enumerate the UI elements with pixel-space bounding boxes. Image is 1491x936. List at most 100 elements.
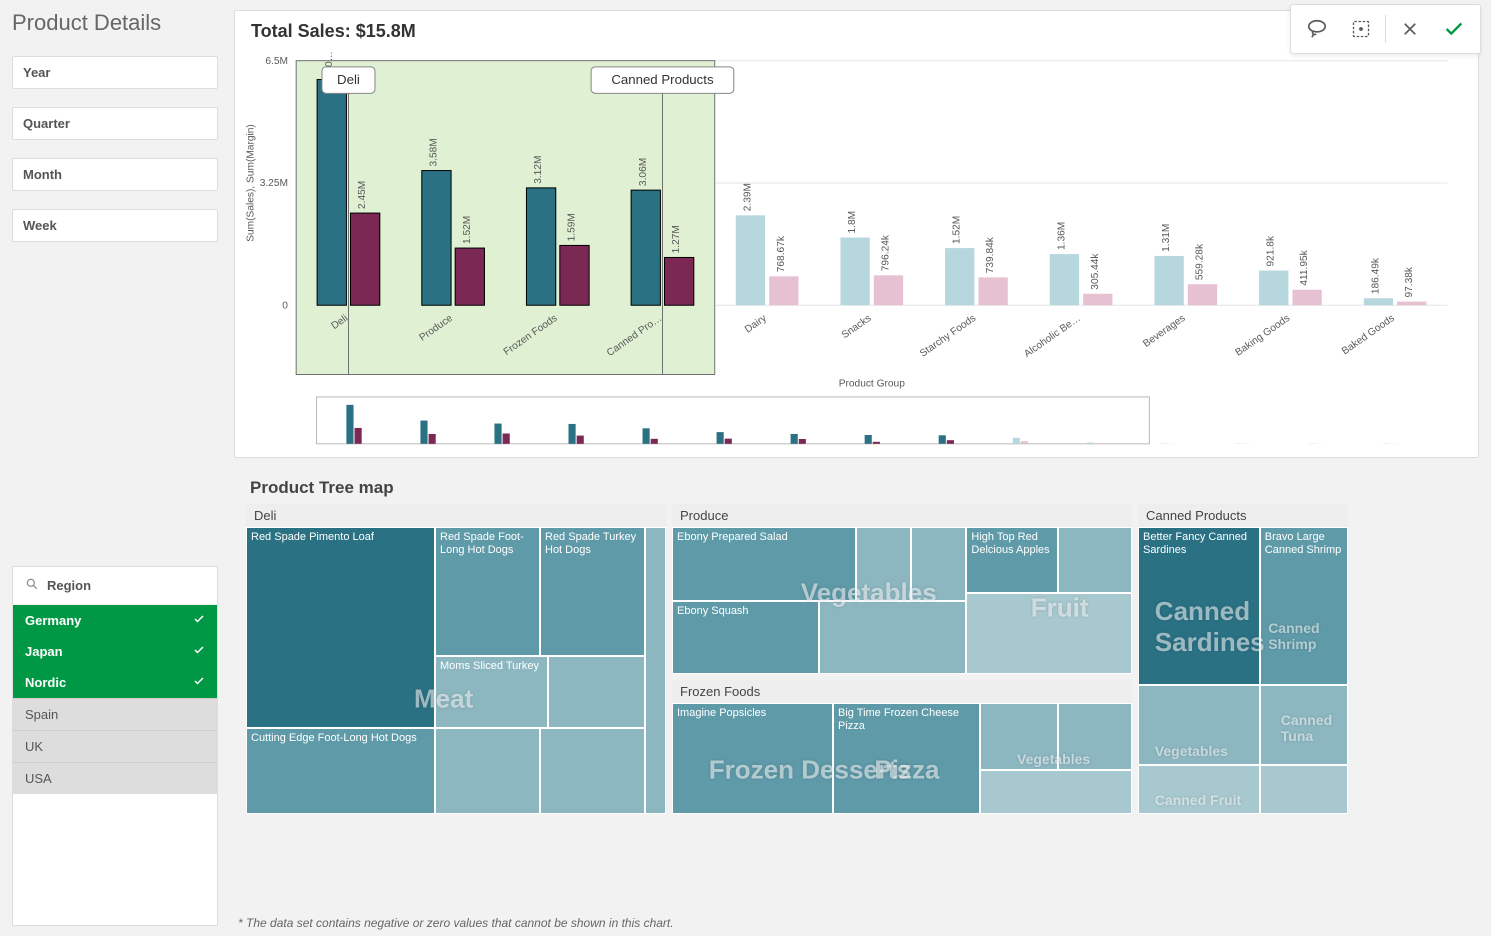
- x-tick-label: Dairy: [743, 312, 770, 335]
- region-filter-panel: Region GermanyJapanNordicSpainUKUSA: [12, 566, 218, 926]
- time-filter-year[interactable]: Year: [12, 56, 218, 89]
- x-axis-label: Product Group: [839, 379, 905, 390]
- x-tick-label: Alcoholic Be…: [1022, 313, 1083, 360]
- treemap-cell[interactable]: [1260, 765, 1348, 814]
- region-item-label: Japan: [25, 644, 63, 659]
- treemap-cell[interactable]: Ebony Prepared Salad: [672, 527, 856, 601]
- region-item-label: UK: [25, 739, 43, 754]
- sales-bar[interactable]: [631, 190, 660, 305]
- treemap-cell[interactable]: Moms Sliced Turkey: [435, 656, 548, 728]
- region-item-nordic[interactable]: Nordic: [13, 667, 217, 698]
- margin-bar[interactable]: [1397, 302, 1426, 306]
- treemap-cell[interactable]: [435, 728, 540, 814]
- time-filter-quarter[interactable]: Quarter: [12, 107, 218, 140]
- treemap-group-header: Deli: [246, 504, 666, 527]
- margin-bar[interactable]: [978, 277, 1007, 305]
- sales-bar[interactable]: [840, 238, 869, 306]
- margin-bar[interactable]: [1188, 284, 1217, 305]
- margin-bar[interactable]: [874, 275, 903, 305]
- treemap-cell[interactable]: [980, 703, 1058, 770]
- treemap-body[interactable]: Imagine PopsiclesBig Time Frozen Cheese …: [672, 703, 1132, 814]
- treemap-cell[interactable]: [1058, 527, 1132, 593]
- sales-bar[interactable]: [945, 248, 974, 305]
- svg-text:6.5M: 6.5M: [265, 56, 288, 67]
- treemap-cell[interactable]: [540, 728, 645, 814]
- treemap-cell[interactable]: [980, 770, 1132, 814]
- margin-bar[interactable]: [560, 245, 589, 305]
- region-item-usa[interactable]: USA: [13, 762, 217, 794]
- margin-value: 305.44k: [1090, 253, 1101, 290]
- treemap-cell[interactable]: Better Fancy Canned Sardines: [1138, 527, 1260, 685]
- confirm-selection-button[interactable]: [1432, 11, 1476, 47]
- treemap-group-header: Canned Products: [1138, 504, 1348, 527]
- treemap-cell[interactable]: Ebony Squash: [672, 601, 819, 675]
- treemap-cell[interactable]: [645, 527, 666, 814]
- x-tick-label: Beverages: [1141, 313, 1187, 350]
- treemap-body[interactable]: Ebony Prepared Salad High Top Red Delciou…: [672, 527, 1132, 674]
- search-icon[interactable]: [25, 577, 39, 594]
- margin-value: 1.59M: [566, 213, 577, 241]
- region-item-uk[interactable]: UK: [13, 730, 217, 762]
- margin-bar[interactable]: [455, 248, 484, 305]
- treemap-cell[interactable]: Red Spade Foot-Long Hot Dogs: [435, 527, 540, 656]
- sales-value: 1.31M: [1161, 224, 1172, 252]
- sales-chart-panel: Total Sales: $15.8M 03.25M6.5MSum(Sales)…: [234, 10, 1479, 458]
- sales-bar[interactable]: [1154, 256, 1183, 305]
- treemap-cell[interactable]: High Top Red Delcious Apples: [966, 527, 1058, 593]
- treemap-panel: Product Tree map DeliRed Spade Pimento L…: [234, 468, 1479, 932]
- margin-bar[interactable]: [1292, 290, 1321, 305]
- treemap-body[interactable]: Better Fancy Canned SardinesBravo Large …: [1138, 527, 1348, 814]
- smart-select-button[interactable]: [1339, 11, 1383, 47]
- sales-bar[interactable]: [736, 215, 765, 305]
- treemap-cell[interactable]: [856, 527, 911, 601]
- region-item-spain[interactable]: Spain: [13, 698, 217, 730]
- region-item-label: Spain: [25, 707, 58, 722]
- treemap-title: Product Tree map: [234, 468, 1479, 504]
- callout-label: Deli: [337, 72, 360, 87]
- treemap-cell[interactable]: Big Time Frozen Cheese Pizza: [833, 703, 980, 814]
- treemap-cell[interactable]: Red Spade Turkey Hot Dogs: [540, 527, 645, 656]
- region-item-label: USA: [25, 771, 52, 786]
- lasso-button[interactable]: [1295, 11, 1339, 47]
- margin-bar[interactable]: [769, 276, 798, 305]
- sales-value: 2.39M: [742, 183, 753, 211]
- region-item-germany[interactable]: Germany: [13, 605, 217, 636]
- treemap-group: Frozen FoodsImagine PopsiclesBig Time Fr…: [672, 680, 1132, 814]
- treemap-cell[interactable]: [966, 593, 1132, 674]
- treemap-cell[interactable]: [819, 601, 966, 675]
- sales-bar[interactable]: [422, 171, 451, 306]
- treemap-body[interactable]: Red Spade Pimento LoafRed Spade Foot-Lon…: [246, 527, 666, 814]
- margin-bar[interactable]: [351, 213, 380, 305]
- svg-text:0: 0: [282, 300, 288, 311]
- region-item-label: Nordic: [25, 675, 66, 690]
- region-item-japan[interactable]: Japan: [13, 636, 217, 667]
- time-filter-week[interactable]: Week: [12, 209, 218, 242]
- treemap-cell[interactable]: [1138, 685, 1260, 765]
- treemap-cell[interactable]: Cutting Edge Foot-Long Hot Dogs: [246, 728, 435, 814]
- minimap-viewport[interactable]: [317, 397, 1150, 444]
- treemap-group-header: Frozen Foods: [672, 680, 1132, 703]
- cancel-selection-button[interactable]: [1388, 11, 1432, 47]
- treemap-cell[interactable]: [1260, 685, 1348, 765]
- treemap-cell[interactable]: Bravo Large Canned Shrimp: [1260, 527, 1348, 685]
- treemap-cell[interactable]: [548, 656, 645, 728]
- sales-bar[interactable]: [1364, 298, 1393, 305]
- sales-bar-chart[interactable]: 03.25M6.5MSum(Sales), Sum(Margin)6.0…2.4…: [235, 46, 1478, 459]
- treemap-cell[interactable]: [1138, 765, 1260, 814]
- margin-value: 739.84k: [985, 236, 996, 273]
- x-tick-label: Snacks: [840, 313, 874, 341]
- treemap-cell[interactable]: [911, 527, 966, 601]
- sales-bar[interactable]: [1259, 271, 1288, 306]
- time-filter-month[interactable]: Month: [12, 158, 218, 191]
- sales-value: 1.8M: [847, 211, 858, 234]
- x-tick-label: Baked Goods: [1340, 313, 1397, 357]
- treemap-cell[interactable]: [1058, 703, 1132, 770]
- margin-bar[interactable]: [664, 257, 693, 305]
- sales-bar[interactable]: [317, 80, 346, 306]
- sales-bar[interactable]: [526, 188, 555, 305]
- page-title: Product Details: [12, 10, 161, 36]
- treemap-cell[interactable]: Red Spade Pimento Loaf: [246, 527, 435, 728]
- margin-bar[interactable]: [1083, 294, 1112, 305]
- treemap-cell[interactable]: Imagine Popsicles: [672, 703, 833, 814]
- sales-bar[interactable]: [1050, 254, 1079, 305]
